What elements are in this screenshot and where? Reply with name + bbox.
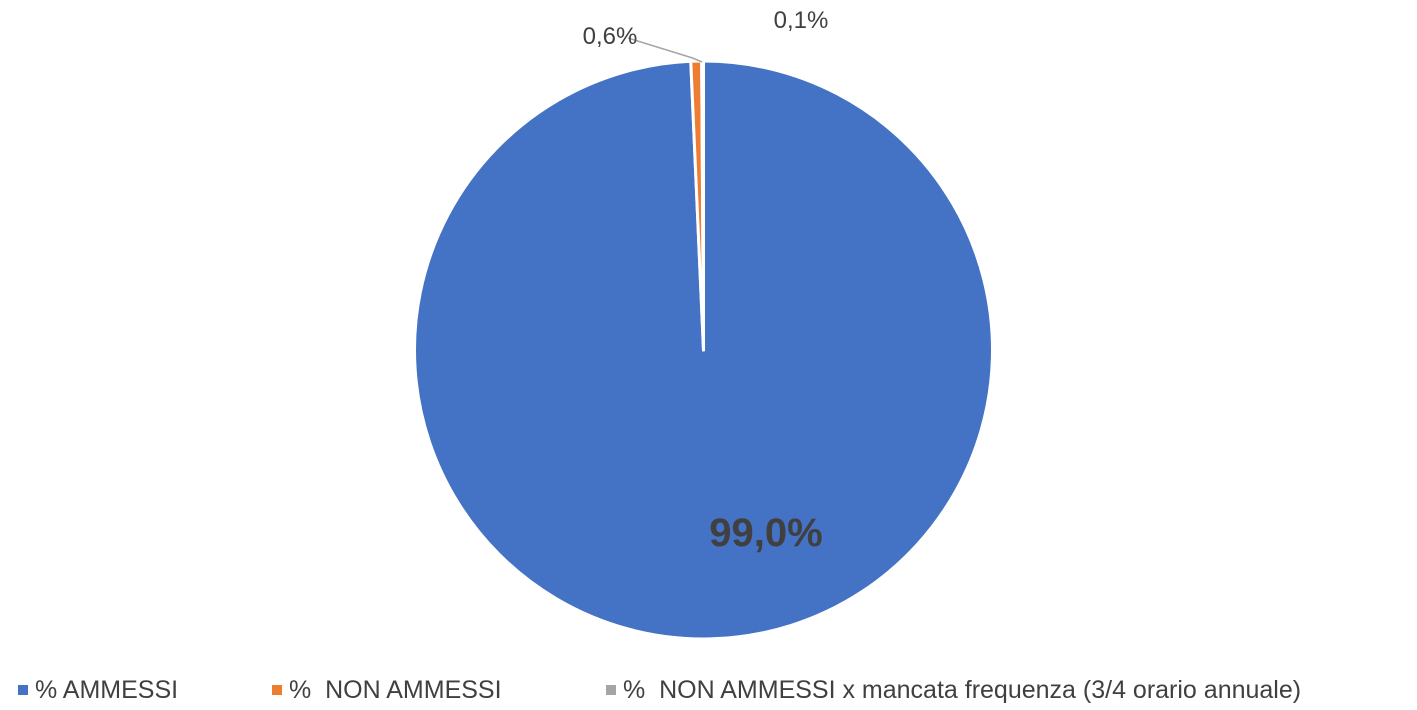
legend-swatch-non-ammessi-frequenza — [606, 685, 616, 695]
legend-label-ammessi: % AMMESSI — [35, 675, 179, 704]
pie-slice-non-ammessi-frequenza — [700, 59, 705, 352]
legend-item-ammessi: % AMMESSI — [18, 670, 178, 710]
legend-label-non-ammessi-frequenza: % NON AMMESSI x mancata frequenza (3/4 o… — [623, 675, 1302, 704]
chart-legend: % AMMESSI % NON AMMESSI % NON AMMESSI x … — [0, 670, 1417, 710]
leader-line — [627, 37, 703, 63]
legend-label-non-ammessi: % NON AMMESSI — [289, 675, 502, 704]
legend-item-non-ammessi: % NON AMMESSI — [272, 670, 502, 710]
legend-swatch-non-ammessi — [272, 685, 282, 695]
data-label-ammessi: 99,0% — [709, 511, 822, 555]
data-label-non-ammessi: 0,6% — [583, 23, 638, 50]
data-label-non-ammessi-frequenza: 0,1% — [774, 7, 829, 34]
pie-chart-plot: 99,0% 0,6% 0,1% — [413, 7, 994, 641]
legend-swatch-ammessi — [18, 685, 28, 695]
legend-item-non-ammessi-frequenza: % NON AMMESSI x mancata frequenza (3/4 o… — [606, 670, 1301, 710]
